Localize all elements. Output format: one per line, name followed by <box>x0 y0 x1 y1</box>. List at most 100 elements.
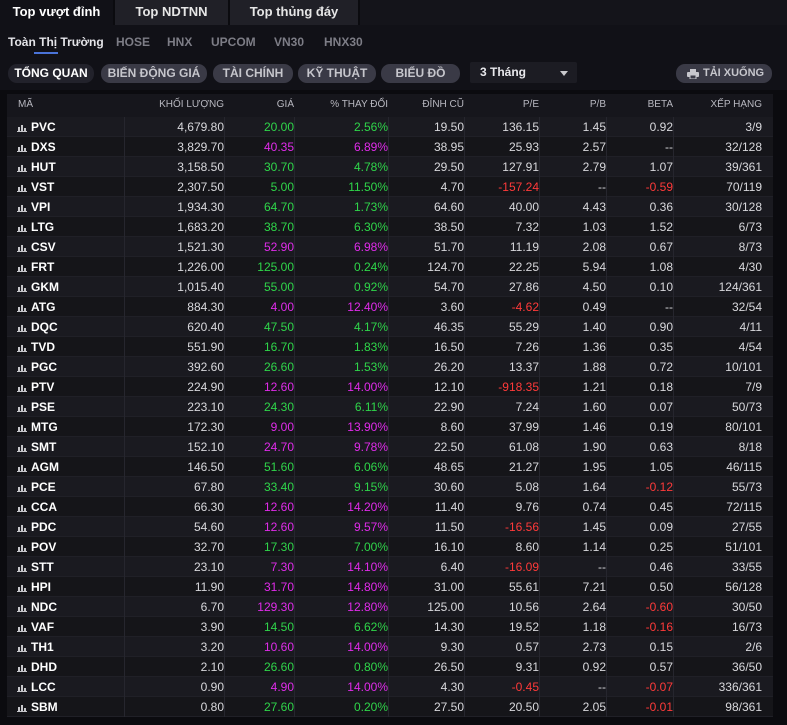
table-row[interactable]: CSV 1,521.30 52.90 6.98% 51.70 11.19 2.08 0.67 8… <box>7 237 773 257</box>
bar-chart-icon <box>17 585 27 592</box>
table-row[interactable]: SMT 152.10 24.70 9.78% 22.50 61.08 1.90 0.63 8/1… <box>7 437 773 457</box>
table-row[interactable]: PGC 392.60 26.60 1.53% 26.20 13.37 1.88 0.72 10/… <box>7 357 773 377</box>
col-header-pe[interactable]: P/E <box>522 99 539 110</box>
view-technical-button[interactable]: KỸ THUẬT <box>298 64 376 83</box>
tab-top-vuot-dinh[interactable]: Top vượt đỉnh <box>0 0 113 25</box>
exchange-hnx[interactable]: HNX <box>167 35 193 49</box>
table-row[interactable]: VST 2,307.50 5.00 11.50% 4.70 -157.24 -- -0.59 7… <box>7 177 773 197</box>
cell-symbol[interactable]: VPI <box>17 197 89 217</box>
view-chart-button[interactable]: BIỂU ĐỒ <box>381 64 460 83</box>
download-button[interactable]: TẢI XUỐNG <box>676 64 772 83</box>
table-row[interactable]: TVD 551.90 16.70 1.83% 16.50 7.26 1.36 0.35 4/54 <box>7 337 773 357</box>
col-header-peak[interactable]: ĐỈNH CŨ <box>422 99 464 110</box>
column-divider <box>464 257 465 277</box>
cell-symbol[interactable]: HPI <box>17 577 89 597</box>
table-row[interactable]: LTG 1,683.20 38.70 6.30% 38.50 7.32 1.03 1.52 6/… <box>7 217 773 237</box>
table-row[interactable]: PSE 223.10 24.30 6.11% 22.90 7.24 1.60 0.07 50/7… <box>7 397 773 417</box>
column-divider <box>606 617 607 637</box>
symbol-text: NDC <box>31 600 57 614</box>
table-row[interactable]: HPI 11.90 31.70 14.80% 31.00 55.61 7.21 0.50 56/… <box>7 577 773 597</box>
cell-peak: 16.10 <box>433 540 464 554</box>
cell-symbol[interactable]: MTG <box>17 417 89 437</box>
table-row[interactable]: CCA 66.30 12.60 14.20% 11.40 9.76 0.74 0.45 72/1… <box>7 497 773 517</box>
cell-symbol[interactable]: DQC <box>17 317 89 337</box>
cell-symbol[interactable]: PVC <box>17 117 89 137</box>
table-row[interactable]: TH1 3.20 10.60 14.00% 9.30 0.57 2.73 0.15 2/6 <box>7 637 773 657</box>
col-header-rank[interactable]: XẾP HẠNG <box>710 99 763 110</box>
table-row[interactable]: VAF 3.90 14.50 6.62% 14.30 19.52 1.18 -0.16 16/7… <box>7 617 773 637</box>
col-header-volume[interactable]: KHỐI LƯỢNG <box>159 99 224 110</box>
cell-change: 11.50% <box>348 180 388 194</box>
view-price-change-button[interactable]: BIẾN ĐỘNG GIÁ <box>101 64 207 83</box>
table-row[interactable]: STT 23.10 7.30 14.10% 6.40 -16.09 -- 0.46 33/55 <box>7 557 773 577</box>
cell-price: 4.90 <box>270 680 294 694</box>
exchange-upcom[interactable]: UPCOM <box>211 35 256 49</box>
cell-symbol[interactable]: SMT <box>17 437 89 457</box>
cell-symbol[interactable]: STT <box>17 557 89 577</box>
table-row[interactable]: NDC 6.70 129.30 12.80% 125.00 10.56 2.64 -0.60 3… <box>7 597 773 617</box>
cell-symbol[interactable]: DXS <box>17 137 89 157</box>
table-row[interactable]: HUT 3,158.50 30.70 4.78% 29.50 127.91 2.79 1.07… <box>7 157 773 177</box>
cell-symbol[interactable]: VST <box>17 177 89 197</box>
tab-top-ndtnn[interactable]: Top NDTNN <box>115 0 228 25</box>
cell-pe: 11.19 <box>509 240 539 254</box>
table-row[interactable]: DHD 2.10 26.60 0.80% 26.50 9.31 0.92 0.57 36/50 <box>7 657 773 677</box>
table-row[interactable]: GKM 1,015.40 55.00 0.92% 54.70 27.86 4.50 0.10 1… <box>7 277 773 297</box>
col-header-change[interactable]: % THAY ĐỔI <box>330 99 388 110</box>
cell-symbol[interactable]: HUT <box>17 157 89 177</box>
cell-symbol[interactable]: AGM <box>17 457 89 477</box>
table-row[interactable]: DXS 3,829.70 40.35 6.89% 38.95 25.93 2.57 -- 32/… <box>7 137 773 157</box>
column-divider <box>673 217 674 237</box>
table-row[interactable]: LCC 0.90 4.90 14.00% 4.30 -0.45 -- -0.07 336/361 <box>7 677 773 697</box>
period-select[interactable]: 3 Tháng <box>470 62 577 83</box>
table-row[interactable]: PVC 4,679.80 20.00 2.56% 19.50 136.15 1.45 0.92… <box>7 117 773 137</box>
col-header-pb[interactable]: P/B <box>589 99 606 110</box>
cell-symbol[interactable]: PSE <box>17 397 89 417</box>
cell-change: 14.20% <box>347 500 388 514</box>
col-header-beta[interactable]: BETA <box>647 99 673 110</box>
cell-symbol[interactable]: PDC <box>17 517 89 537</box>
exchange-hnx30[interactable]: HNX30 <box>324 35 363 49</box>
table-row[interactable]: DQC 620.40 47.50 4.17% 46.35 55.29 1.40 0.90 4/1… <box>7 317 773 337</box>
column-divider <box>539 497 540 517</box>
cell-symbol[interactable]: PTV <box>17 377 89 397</box>
cell-pb: 1.45 <box>582 120 606 134</box>
column-divider <box>124 437 125 457</box>
exchange-hose[interactable]: HOSE <box>116 35 151 49</box>
cell-symbol[interactable]: CSV <box>17 237 89 257</box>
cell-beta: 0.15 <box>649 640 673 654</box>
col-header-price[interactable]: GIÁ <box>276 99 294 110</box>
table-row[interactable]: ATG 884.30 4.00 12.40% 3.60 -4.62 0.49 -- 32/54 <box>7 297 773 317</box>
cell-symbol[interactable]: PCE <box>17 477 89 497</box>
cell-symbol[interactable]: PGC <box>17 357 89 377</box>
cell-symbol[interactable]: CCA <box>17 497 89 517</box>
exchange-vn30[interactable]: VN30 <box>274 35 305 49</box>
col-header-symbol[interactable]: MÃ <box>18 99 33 110</box>
cell-symbol[interactable]: ATG <box>17 297 89 317</box>
cell-symbol[interactable]: LCC <box>17 677 89 697</box>
table-row[interactable]: MTG 172.30 9.00 13.90% 8.60 37.99 1.46 0.19 80/1… <box>7 417 773 437</box>
view-finance-button[interactable]: TÀI CHÍNH <box>213 64 293 83</box>
table-row[interactable]: PDC 54.60 12.60 9.57% 11.50 -16.56 1.45 0.09 27/… <box>7 517 773 537</box>
cell-symbol[interactable]: LTG <box>17 217 89 237</box>
table-row[interactable]: PCE 67.80 33.40 9.15% 30.60 5.08 1.64 -0.12 55/7… <box>7 477 773 497</box>
exchange-all-market[interactable]: Toàn Thị Trường <box>8 35 104 49</box>
cell-symbol[interactable]: FRT <box>17 257 89 277</box>
cell-symbol[interactable]: POV <box>17 537 89 557</box>
cell-symbol[interactable]: SBM <box>17 697 89 717</box>
tab-strip-filler <box>360 0 787 25</box>
table-row[interactable]: SBM 0.80 27.60 0.20% 27.50 20.50 2.05 -0.01 98/3… <box>7 697 773 717</box>
table-row[interactable]: FRT 1,226.00 125.00 0.24% 124.70 22.25 5.94 1.0… <box>7 257 773 277</box>
cell-symbol[interactable]: NDC <box>17 597 89 617</box>
table-row[interactable]: AGM 146.50 51.60 6.06% 48.65 21.27 1.95 1.05 46/… <box>7 457 773 477</box>
table-row[interactable]: VPI 1,934.30 64.70 1.73% 64.60 40.00 4.43 0.36 3… <box>7 197 773 217</box>
table-row[interactable]: PTV 224.90 12.60 14.00% 12.10 -918.35 1.21 0.18… <box>7 377 773 397</box>
cell-symbol[interactable]: VAF <box>17 617 89 637</box>
view-overview-button[interactable]: TỔNG QUAN <box>8 64 94 83</box>
cell-symbol[interactable]: GKM <box>17 277 89 297</box>
table-row[interactable]: POV 32.70 17.30 7.00% 16.10 8.60 1.14 0.25 51/10… <box>7 537 773 557</box>
tab-top-thung-day[interactable]: Top thủng đáy <box>230 0 358 25</box>
cell-symbol[interactable]: TH1 <box>17 637 89 657</box>
cell-symbol[interactable]: TVD <box>17 337 89 357</box>
cell-symbol[interactable]: DHD <box>17 657 89 677</box>
